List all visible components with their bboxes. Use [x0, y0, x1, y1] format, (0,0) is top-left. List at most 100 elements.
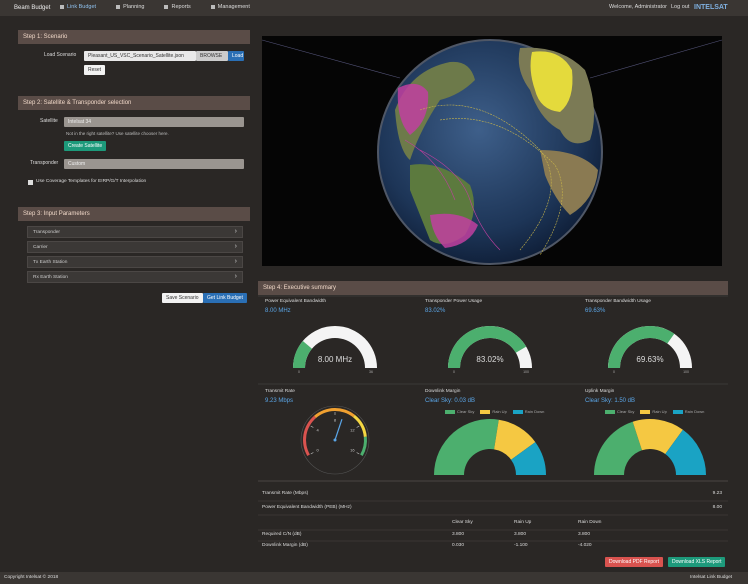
dial-tick-label: 8 — [334, 418, 337, 423]
nav-bar — [0, 0, 748, 16]
legend-label: Clear Sky — [457, 409, 475, 414]
table-label: Downlink Margin (dB) — [262, 543, 308, 548]
nav-icon — [116, 5, 121, 9]
save-button[interactable]: Save Scenario — [162, 293, 203, 303]
user-name[interactable]: Welcome, Administrator — [609, 4, 667, 10]
gauge-title: Uplink Margin — [585, 389, 615, 394]
footer-left: Copyright Intelsat © 2018 — [4, 575, 59, 580]
get-link-budget-button[interactable]: Get Link Budget — [203, 293, 247, 303]
table-header: Rain Up — [514, 520, 532, 525]
dial-band — [314, 408, 355, 419]
legend-label: Rain Down — [524, 409, 545, 414]
step4-header: Step 4: Executive summary — [258, 281, 728, 295]
nav-item[interactable]: Link Budget — [67, 4, 97, 10]
footer-bar — [0, 572, 748, 584]
satellite-select[interactable]: Intelsat 34 — [64, 117, 244, 127]
table-cell: 3.800 — [452, 532, 465, 537]
dial-tick — [310, 425, 314, 428]
gauge-min: 0 — [613, 370, 615, 374]
gauge-center-label: 69.63% — [636, 355, 663, 364]
legend-swatch — [672, 410, 683, 414]
donut-segment — [665, 429, 706, 475]
nav-icon — [164, 5, 169, 9]
legend-label: Rain Up — [652, 409, 667, 414]
checkbox-label: Use Coverage Templates for EIRP/G/T Inte… — [36, 179, 147, 184]
legend-label: Rain Down — [684, 409, 705, 414]
field-label: Load Scenario — [44, 52, 77, 58]
table-label: Transmit Rate (Mbps) — [262, 491, 309, 496]
step3-header: Step 3: Input Parameters — [18, 207, 250, 221]
gauge-value: 69.63% — [585, 308, 606, 314]
reset-button[interactable]: Reset — [84, 65, 106, 75]
browse-button[interactable]: BROWSE — [196, 51, 228, 61]
table-cell: 0.030 — [452, 543, 465, 548]
legend-label: Rain Up — [492, 409, 507, 414]
dial-tick-label: 12 — [350, 428, 355, 433]
table-value: 9.23 — [712, 491, 722, 496]
dial-needle — [334, 418, 343, 441]
step2-header: Step 2: Satellite & Transponder selectio… — [18, 96, 250, 110]
dial-tick-label: 4 — [317, 428, 320, 433]
logout-link[interactable]: Log out — [671, 4, 690, 10]
brand[interactable]: Beam Budget — [14, 5, 51, 11]
load-button[interactable]: Load — [228, 51, 244, 61]
footer-right: Intelsat Link Budget — [690, 575, 733, 580]
nav-item[interactable]: Reports — [171, 4, 191, 10]
accordion-row[interactable]: Rx Earth Station — [27, 271, 243, 283]
nav-icon — [60, 5, 64, 9]
gauge-value: 9.23 Mbps — [265, 398, 294, 404]
gauge-bar — [608, 326, 675, 368]
file-input[interactable]: Pleasant_US_VSC_Scenario_Satellite.json — [84, 51, 196, 61]
table-label: Power Equivalent Bandwidth (PEB) (MHz) — [262, 505, 352, 510]
create-satellite-button[interactable]: Create Satellite — [64, 141, 107, 151]
table-value: 8.00 — [712, 505, 722, 510]
gauge-track — [293, 326, 377, 368]
dial-tick-label: 16 — [350, 448, 355, 453]
gauge-min: 0 — [298, 370, 300, 374]
gauge-value: Clear Sky: 1.50 dB — [585, 398, 636, 404]
step1-header: Step 1: Scenario — [18, 30, 250, 44]
gauge-max: 100 — [523, 370, 529, 374]
pdf-button[interactable]: Download PDF Report — [605, 557, 664, 567]
nav-item[interactable]: Management — [217, 4, 250, 10]
donut-segment — [494, 419, 536, 460]
dial-tick — [356, 425, 360, 428]
table-cell: -4.020 — [578, 543, 592, 548]
accordion-row[interactable]: Carrier — [27, 241, 243, 253]
legend-label: Clear Sky — [617, 409, 635, 414]
gauge-value: Clear Sky: 0.03 dB — [425, 398, 476, 404]
gauge-max: 100 — [683, 370, 689, 374]
gauge-center-label: 8.00 MHz — [318, 355, 352, 364]
dial-band — [360, 436, 368, 456]
gauge-max: 36 — [369, 370, 373, 374]
globe — [261, 39, 723, 265]
table-header: Clear Sky — [452, 520, 473, 525]
nav-icon — [210, 5, 215, 9]
checkbox[interactable] — [28, 180, 33, 185]
nav-item[interactable]: Planning — [123, 4, 145, 10]
transponder-select[interactable]: Custom — [64, 159, 244, 169]
donut-segment — [434, 419, 499, 475]
donut-segment — [594, 421, 642, 475]
legend-swatch — [480, 410, 491, 414]
accordion-row[interactable]: Transponder — [27, 226, 243, 238]
legend-swatch — [640, 410, 651, 414]
dial-band — [353, 414, 367, 437]
gauge-title: Transmit Rate — [265, 389, 295, 394]
table-cell: 3.800 — [578, 532, 591, 537]
accordion-row[interactable]: Tx Earth Station — [27, 256, 243, 268]
gauge-title: Transponder Bandwidth Usage — [585, 299, 651, 304]
field-label: Satellite — [40, 118, 58, 124]
gauge-bar — [293, 341, 313, 368]
gauge-bar — [448, 325, 527, 368]
donut-segment — [511, 442, 546, 475]
legend-swatch — [605, 410, 615, 414]
gauge-title: Transponder Power Usage — [425, 299, 483, 304]
logo: INTELSAT — [694, 4, 728, 11]
xls-button[interactable]: Download XLS Report — [668, 557, 726, 567]
gauge-value: 83.02% — [425, 308, 446, 314]
gauge-min: 0 — [453, 370, 455, 374]
legend-swatch — [512, 410, 523, 414]
